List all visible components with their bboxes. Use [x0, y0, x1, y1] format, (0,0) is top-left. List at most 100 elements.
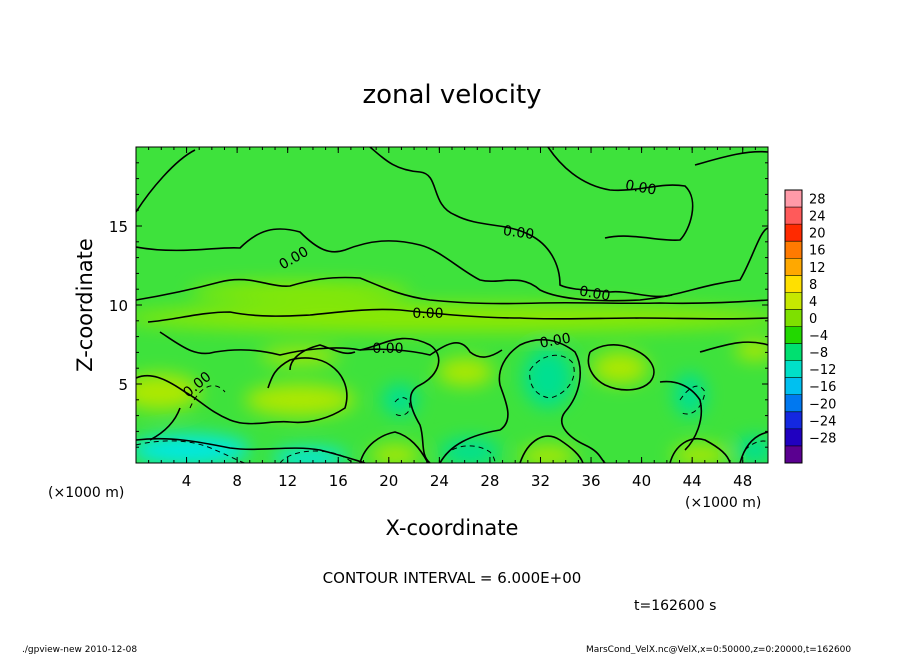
x-tick-label: 12 [278, 472, 297, 490]
colorbar-segment [785, 360, 802, 379]
y-tick-label: 15 [109, 218, 128, 236]
colorbar-segment [785, 258, 802, 276]
negative-contour-line [444, 445, 496, 463]
plot-area [136, 147, 768, 463]
x-axis-title: X-coordinate [386, 516, 519, 540]
colorbar-label: −20 [809, 397, 836, 412]
colorbar-segment [785, 377, 802, 396]
contour-line [359, 337, 440, 463]
contour-label: 0.00 [578, 283, 611, 304]
y-axis-ticks: 5 10 15 [109, 162, 768, 448]
x-tick-label: 28 [480, 472, 499, 490]
colorbar-label: 8 [809, 278, 817, 293]
footer-left: ./gpview-new 2010-12-08 [22, 645, 137, 654]
contour-line [669, 438, 731, 463]
colorbar-segment [785, 190, 802, 208]
contour-line [369, 147, 673, 298]
colorbar-label: −4 [809, 329, 828, 344]
colorbar-segment [785, 275, 802, 293]
x-tick-label: 24 [430, 472, 449, 490]
colorbar-label: −24 [809, 414, 836, 429]
colorbar-segment [785, 428, 802, 447]
contour-label: 0.00 [624, 177, 657, 198]
chart-title: zonal velocity [362, 80, 541, 110]
colorbar-label: 20 [809, 227, 826, 242]
field-patch [245, 384, 355, 416]
colorbar-segment [785, 224, 802, 242]
negative-contour-line [679, 385, 706, 415]
colorbar-segment [785, 326, 802, 345]
x-axis-ticks: 4 8 12 16 20 24 28 32 36 40 44 48 [148, 147, 756, 490]
contour-line [359, 431, 429, 463]
x-tick-label: 16 [329, 472, 348, 490]
colorbar-label: 24 [809, 210, 826, 225]
footer-right: MarsCond_VelX.nc@VelX,x=0:50000,z=0:2000… [586, 645, 851, 654]
field-patch [370, 445, 420, 463]
field-patch [382, 384, 418, 416]
colorbar-segment [785, 207, 802, 225]
x-tick-label: 20 [379, 472, 398, 490]
x-tick-label: 44 [683, 472, 702, 490]
colorbar-label: 12 [809, 261, 826, 276]
field-patch [272, 448, 348, 463]
contour-line [136, 149, 196, 213]
contour-line [519, 435, 584, 463]
colorbar: 28 24 20 16 12 8 4 0 −4 −8 −12 −16 −20 −24 −28 [784, 189, 836, 464]
y-tick-label: 5 [118, 376, 128, 394]
contour-label: 0.00 [539, 330, 572, 351]
contour-line [439, 338, 606, 463]
contour-line [136, 227, 768, 302]
field-patch [672, 445, 728, 463]
contour-line [699, 341, 768, 353]
contour-label: 0.00 [372, 341, 403, 357]
contour-line [147, 308, 768, 323]
contour-line [289, 344, 356, 371]
contour-line [159, 331, 503, 358]
y-tick-label: 10 [109, 297, 128, 315]
negative-contour-line [529, 354, 575, 399]
negative-contour-line [392, 397, 411, 416]
y-axis-title: Z-coordinate [73, 238, 97, 372]
field-patch [437, 358, 493, 386]
colorbar-label: −16 [809, 380, 836, 395]
colorbar-label: −28 [809, 431, 836, 446]
negative-contour-line [744, 440, 768, 451]
field-patch [523, 348, 573, 408]
contour-line [547, 147, 694, 242]
colorbar-segment [785, 241, 802, 259]
contour-line [739, 431, 768, 463]
field-patch [735, 340, 768, 360]
field-patch [136, 374, 200, 410]
x-tick-label: 36 [581, 472, 600, 490]
colorbar-segment [785, 394, 802, 413]
x-tick-label: 8 [232, 472, 242, 490]
colorbar-segment [785, 343, 802, 362]
colorbar-label: 28 [809, 193, 826, 208]
negative-contour-line [189, 385, 226, 409]
contour-line [587, 343, 655, 391]
colorbar-segment [785, 445, 802, 464]
contour-label: 0.00 [502, 223, 535, 243]
field-patch [190, 282, 410, 302]
colorbar-segment [785, 309, 802, 327]
contour-line [136, 276, 768, 305]
field-patch [136, 304, 768, 332]
field-patch [735, 436, 768, 463]
x-unit-label: (×1000 m) [685, 495, 761, 511]
field-patch [592, 352, 648, 384]
colorbar-label: −12 [809, 363, 836, 378]
colorbar-label: 4 [809, 295, 817, 310]
x-tick-label: 40 [632, 472, 651, 490]
colorbar-segment [785, 292, 802, 310]
time-text: t=162600 s [634, 598, 716, 614]
colorbar-segment [785, 411, 802, 430]
colorbar-label: 0 [809, 312, 817, 327]
contour-label: 0.00 [412, 306, 443, 322]
contour-line [149, 407, 181, 441]
y-unit-label: (×1000 m) [48, 485, 124, 501]
x-tick-label: 32 [531, 472, 550, 490]
colorbar-label: 16 [809, 244, 826, 259]
field-patch [520, 446, 576, 463]
field-patch [440, 438, 500, 463]
